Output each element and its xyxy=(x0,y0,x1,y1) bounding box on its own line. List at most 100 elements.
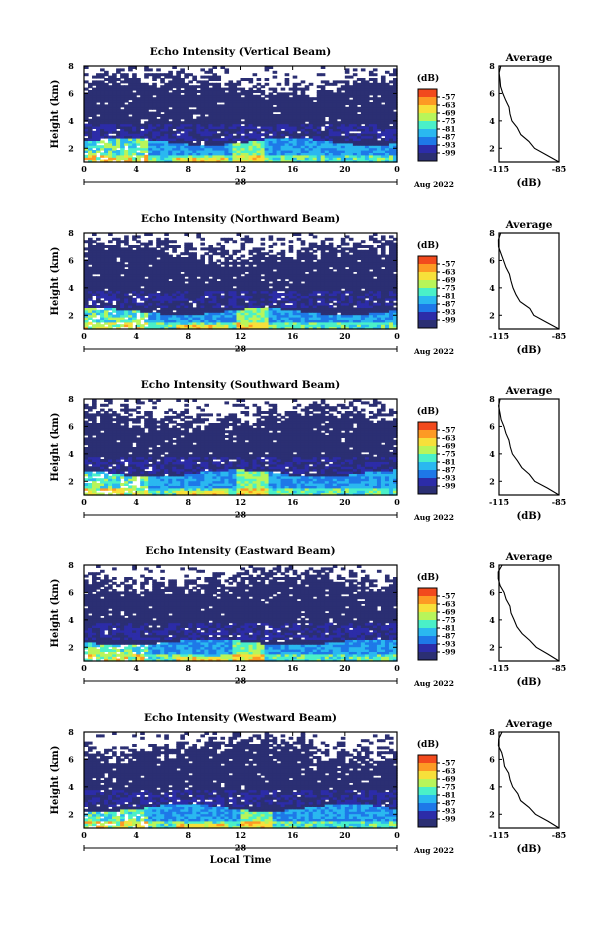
heatmap-cell xyxy=(132,145,137,149)
heatmap-cell xyxy=(332,247,338,251)
heatmap-cell xyxy=(292,259,298,263)
heatmap-cell xyxy=(248,123,254,127)
heatmap-cell xyxy=(348,75,354,79)
heatmap-cell xyxy=(180,257,185,260)
heatmap-cell xyxy=(292,133,298,137)
heatmap-cell xyxy=(388,126,394,129)
heatmap-cell xyxy=(268,245,274,248)
heatmap-cell xyxy=(280,92,286,96)
heatmap-cell xyxy=(296,157,302,161)
heatmap-cell xyxy=(160,140,165,144)
heatmap-cell xyxy=(212,140,218,144)
heatmap-cell xyxy=(328,237,334,241)
heatmap-cell xyxy=(100,102,105,105)
heatmap-cell xyxy=(160,118,165,122)
heatmap-cell xyxy=(292,138,298,141)
heatmap-cell xyxy=(256,87,262,91)
heatmap-cell xyxy=(108,157,113,161)
heatmap-cell xyxy=(108,240,113,244)
heatmap-cell xyxy=(212,138,218,141)
heatmap-cell xyxy=(260,126,266,129)
heatmap-cell xyxy=(208,94,214,98)
heatmap-cell xyxy=(224,140,230,144)
heatmap-cell xyxy=(236,106,242,110)
heatmap-cell xyxy=(188,128,193,132)
heatmap-cell xyxy=(228,99,234,103)
heatmap-cell xyxy=(312,235,318,239)
heatmap-panel xyxy=(84,66,398,163)
heatmap-cell xyxy=(264,114,270,117)
heatmap-cell xyxy=(184,123,189,127)
heatmap-cell xyxy=(288,154,294,158)
date-label: 28 xyxy=(235,177,247,187)
heatmap-cell xyxy=(196,128,201,132)
heatmap-cell xyxy=(292,142,298,146)
heatmap-cell xyxy=(100,109,105,113)
heatmap-cell xyxy=(284,133,290,137)
heatmap-cell xyxy=(84,114,89,117)
heatmap-cell xyxy=(360,240,366,244)
heatmap-cell xyxy=(116,121,121,125)
heatmap-cell xyxy=(368,235,374,239)
heatmap-cell xyxy=(128,82,133,86)
heatmap-cell xyxy=(192,145,197,149)
heatmap-cell xyxy=(204,85,209,89)
heatmap-cell xyxy=(220,237,226,241)
heatmap-cell xyxy=(120,147,125,151)
heatmap-cell xyxy=(244,147,250,151)
heatmap-cell xyxy=(188,242,193,246)
heatmap-cell xyxy=(232,111,238,115)
heatmap-cell xyxy=(196,80,201,84)
heatmap-cell xyxy=(168,240,173,244)
heatmap-cell xyxy=(236,126,242,129)
heatmap-cell xyxy=(184,157,189,161)
heatmap-cell xyxy=(84,147,89,151)
heatmap-cell xyxy=(84,154,89,158)
heatmap-cell xyxy=(152,133,157,137)
heatmap-cell xyxy=(284,78,290,81)
heatmap-cell xyxy=(172,99,177,103)
heatmap-cell xyxy=(116,150,121,153)
heatmap-cell xyxy=(248,249,254,253)
heatmap-cell xyxy=(272,126,278,129)
heatmap-cell xyxy=(176,80,181,84)
heatmap-cell xyxy=(264,147,270,151)
heatmap-cell xyxy=(220,114,226,117)
heatmap-cell xyxy=(168,80,173,84)
heatmap-cell xyxy=(160,150,165,153)
heatmap-cell xyxy=(284,97,290,101)
heatmap-cell xyxy=(124,157,129,161)
heatmap-cell xyxy=(244,92,250,96)
heatmap-cell xyxy=(232,249,238,253)
heatmap-cell xyxy=(208,68,214,72)
heatmap-cell xyxy=(96,123,101,127)
heatmap-cell xyxy=(132,94,137,98)
heatmap-cell xyxy=(128,145,133,149)
heatmap-cell xyxy=(192,126,197,129)
heatmap-cell xyxy=(236,99,242,103)
heatmap-cell xyxy=(104,290,109,294)
heatmap-cell xyxy=(216,99,222,103)
heatmap-cell xyxy=(260,142,266,146)
heatmap-cell xyxy=(136,78,141,81)
heatmap-cell xyxy=(260,145,266,149)
heatmap-cell xyxy=(92,140,97,144)
heatmap-cell xyxy=(168,104,173,108)
heatmap-cell xyxy=(116,157,121,161)
heatmap-cell xyxy=(208,140,214,144)
heatmap-cell xyxy=(136,157,141,161)
heatmap-cell xyxy=(176,90,181,93)
heatmap-cell xyxy=(244,104,250,108)
heatmap-cell xyxy=(104,87,109,91)
heatmap-cell xyxy=(100,130,105,134)
heatmap-cell xyxy=(108,102,113,105)
heatmap-cell xyxy=(168,281,173,284)
heatmap-cell xyxy=(316,90,322,93)
heatmap-cell xyxy=(128,157,133,161)
heatmap-cell xyxy=(224,68,230,72)
heatmap-cell xyxy=(212,150,218,153)
heatmap-cell xyxy=(132,245,137,248)
heatmap-cell xyxy=(208,142,214,146)
heatmap-cell xyxy=(248,118,254,122)
heatmap-cell xyxy=(260,104,266,108)
